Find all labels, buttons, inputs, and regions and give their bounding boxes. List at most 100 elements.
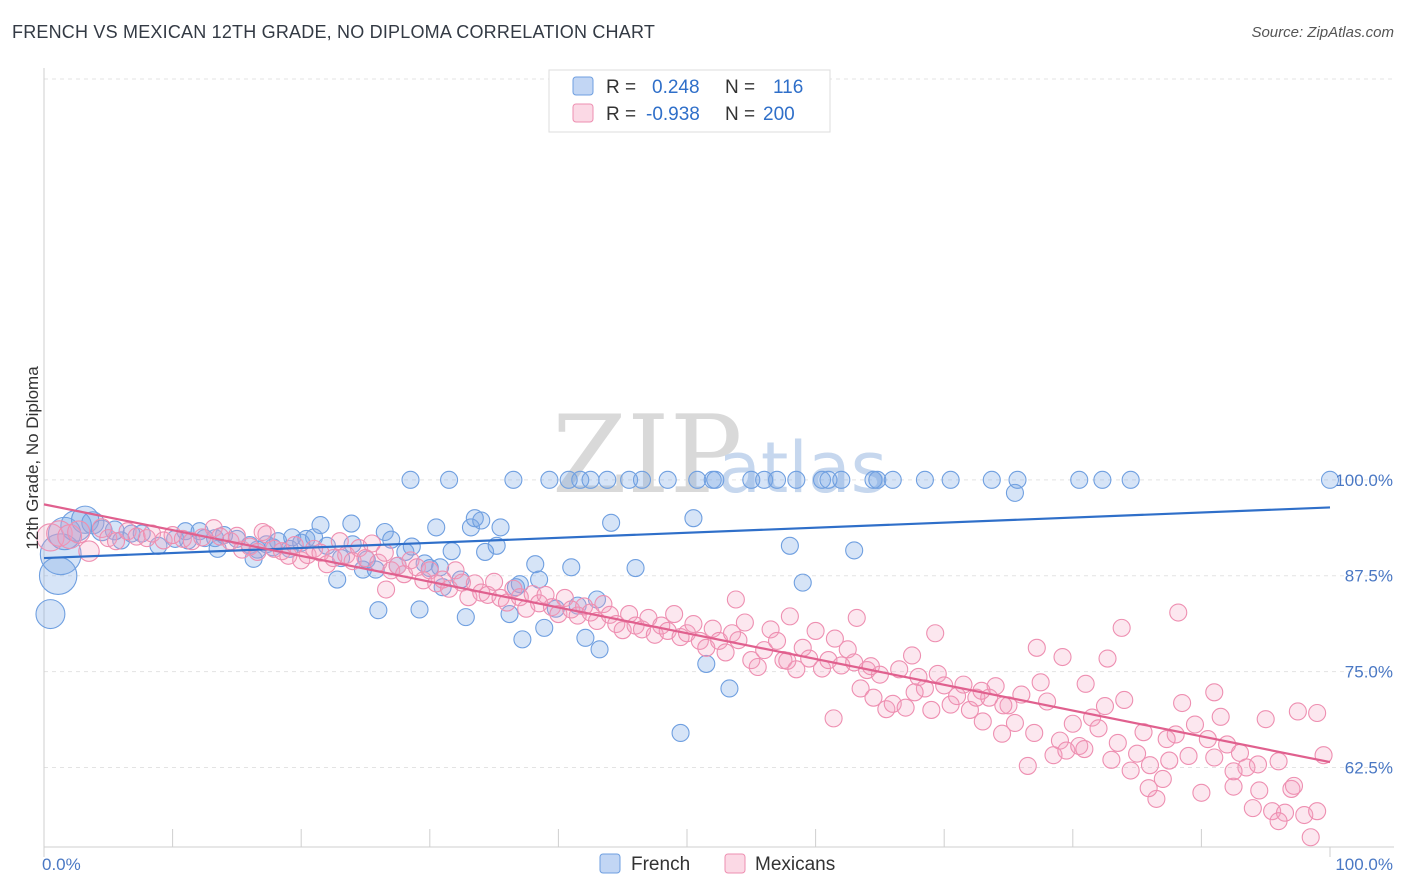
- mexicans-point-103: [767, 631, 787, 650]
- mexicans-point-116: [851, 679, 870, 698]
- mexicans-point-190: [377, 580, 396, 599]
- mexicans-point-143: [1025, 723, 1044, 743]
- x-tick-labels: 0.0% 100.0%: [42, 855, 1393, 874]
- french-point-105: [868, 470, 887, 489]
- french-point-87: [671, 723, 690, 743]
- french-point-98: [780, 536, 799, 555]
- mexicans-point-144: [1031, 673, 1050, 692]
- mexicans-point-183: [1282, 779, 1301, 798]
- mexicans-point-135: [973, 712, 992, 731]
- mexicans-point-197: [1205, 683, 1224, 702]
- french-point-42: [369, 601, 388, 620]
- y-tick-label-0: 62.5%: [1345, 758, 1393, 777]
- french-point-85: [632, 470, 652, 489]
- french-point-48: [410, 600, 429, 619]
- mexicans-point-212: [1308, 703, 1327, 723]
- legend-r-value-mexicans: -0.938: [646, 104, 700, 125]
- trend-lines: [43, 503, 1331, 764]
- mexicans-point-127: [922, 700, 941, 719]
- mexicans-point-213: [1139, 779, 1158, 798]
- french-point-95: [755, 470, 774, 489]
- french-point-54: [440, 470, 459, 489]
- mexicans-point-100: [748, 657, 767, 677]
- mexicans-point-124: [902, 646, 922, 665]
- mexicans-point-154: [1095, 697, 1114, 716]
- mexicans-point-12: [154, 531, 173, 550]
- mexicans-point-105: [780, 607, 799, 626]
- french-point-77: [576, 628, 595, 647]
- mexicans-point-186: [1301, 828, 1320, 847]
- mexicans-point-123: [896, 698, 915, 717]
- french-point-74: [562, 558, 581, 577]
- mexicans-point-49: [420, 561, 439, 580]
- mexicans-point-210: [1224, 762, 1243, 781]
- legend-n-label-mexicans: N =: [725, 104, 755, 125]
- mexicans-point-199: [1053, 647, 1072, 667]
- mexicans-point-171: [1205, 748, 1224, 767]
- mexicans-point-169: [1192, 783, 1211, 802]
- mexicans-point-20: [227, 526, 246, 545]
- french-point-76: [571, 470, 590, 489]
- mexicans-point-163: [1153, 769, 1172, 789]
- mexicans-point-198: [1098, 649, 1117, 668]
- french-point-51: [427, 518, 446, 537]
- mexicans-point-99: [742, 651, 761, 670]
- mexicans-point-4: [78, 540, 100, 562]
- mexicans-point-161: [1140, 756, 1160, 775]
- french-point-78: [581, 470, 600, 489]
- french-point-1: [38, 556, 78, 595]
- mexicans-point-204: [994, 696, 1013, 715]
- axes: [43, 68, 1394, 857]
- mexicans-point-156: [1108, 733, 1127, 752]
- legend-swatch-french: [572, 76, 594, 96]
- mexicans-point-181: [1269, 752, 1288, 771]
- french-point-0: [39, 533, 82, 576]
- mexicans-points: [36, 518, 1333, 847]
- mexicans-point-158: [1121, 761, 1140, 780]
- mexicans-point-178: [1250, 781, 1269, 800]
- french-point-62: [487, 536, 506, 555]
- french-point-102: [832, 470, 851, 489]
- french-point-84: [626, 558, 645, 578]
- mexicans-point-187: [1308, 802, 1327, 821]
- mexicans-point-1: [46, 520, 73, 547]
- mexicans-point-164: [1160, 751, 1179, 770]
- mexicans-point-207: [1248, 755, 1268, 774]
- mexicans-point-59: [485, 572, 504, 591]
- french-point-111: [1008, 470, 1027, 489]
- mexicans-point-157: [1115, 690, 1134, 710]
- french-point-112: [1070, 470, 1089, 489]
- french-point-100: [812, 470, 832, 489]
- mexicans-point-155: [1102, 750, 1121, 769]
- mexicans-point-202: [905, 683, 924, 702]
- legend-box: [548, 69, 831, 133]
- french-point-55: [442, 542, 461, 561]
- source-label: Source: ZipAtlas.com: [1251, 24, 1394, 41]
- mexicans-point-142: [1018, 756, 1037, 775]
- y-tick-labels: 62.5% 75.0% 87.5% 100.0%: [1335, 471, 1393, 778]
- french-point-61: [476, 542, 495, 561]
- mexicans-point-191: [726, 590, 745, 609]
- french-point-92: [706, 470, 725, 489]
- y-tick-label-2: 87.5%: [1345, 567, 1393, 586]
- french-point-113: [1093, 470, 1112, 489]
- french-point-94: [742, 470, 761, 489]
- french-point-58: [461, 518, 481, 537]
- mexicans-point-184: [1288, 702, 1307, 721]
- mexicans-point-177: [1243, 799, 1262, 818]
- french-point-101: [819, 470, 838, 489]
- french-point-115: [1320, 470, 1340, 489]
- bottom-swatch-french: [599, 853, 621, 874]
- mexicans-point-7: [106, 532, 126, 551]
- french-point-68: [526, 555, 545, 574]
- mexicans-point-194: [1027, 638, 1046, 657]
- mexicans-point-159: [1128, 744, 1147, 763]
- french-trend-line: [43, 506, 1331, 560]
- french-point-83: [620, 470, 639, 489]
- french-point-81: [598, 470, 617, 489]
- french-point-57: [456, 608, 475, 627]
- mexicans-point-147: [1050, 731, 1069, 750]
- french-point-86: [658, 470, 677, 489]
- french-point-66: [510, 575, 529, 594]
- mexicans-point-149: [1063, 714, 1082, 733]
